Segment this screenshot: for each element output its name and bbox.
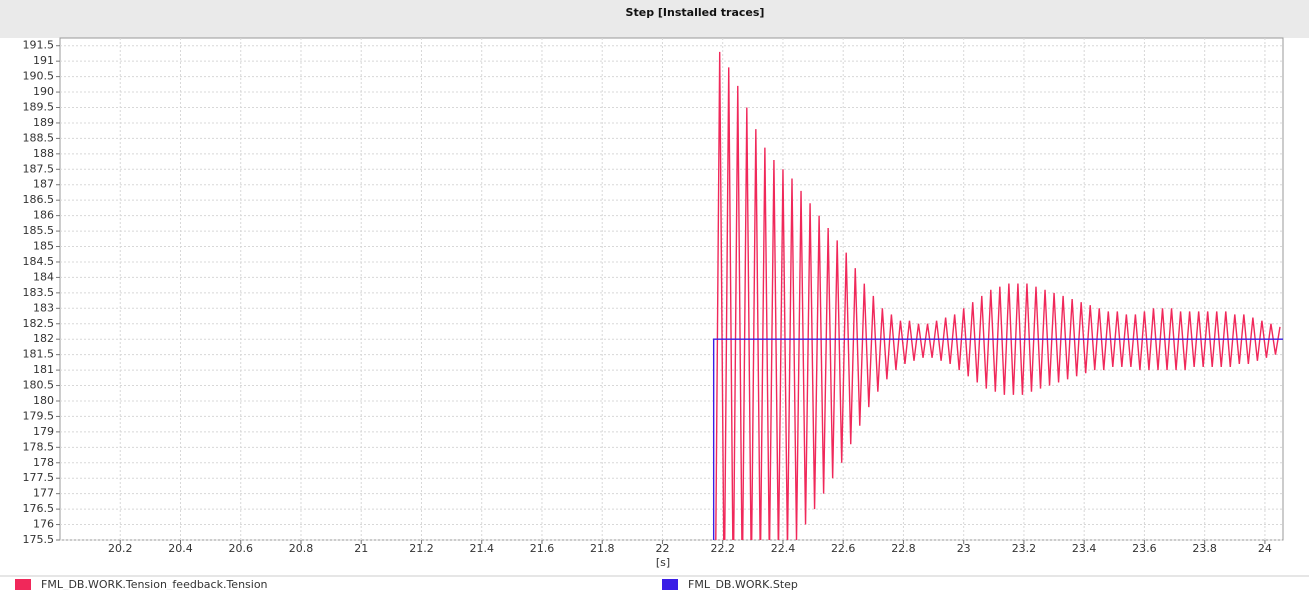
- legend-label: FML_DB.WORK.Tension_feedback.Tension: [41, 578, 268, 590]
- x-tick-label: 22.2: [710, 542, 735, 555]
- x-axis-label: [s]: [656, 556, 670, 569]
- x-tick-label: 23.2: [1012, 542, 1037, 555]
- x-tick-label: 20.8: [289, 542, 314, 555]
- y-tick-label: 189.5: [23, 101, 55, 114]
- legend-label: FML_DB.WORK.Step: [688, 578, 798, 590]
- y-tick-label: 182: [33, 332, 54, 345]
- y-tick-label: 178.5: [23, 440, 55, 453]
- y-tick-label: 188: [33, 147, 54, 160]
- plot-area: [59, 37, 1284, 541]
- x-tick-label: 23.6: [1132, 542, 1157, 555]
- x-tick-label: 22: [655, 542, 669, 555]
- x-tick-label: 22.8: [891, 542, 916, 555]
- y-tick-label: 182.5: [23, 317, 55, 330]
- x-tick-label: 23.8: [1192, 542, 1217, 555]
- y-tick-label: 190.5: [23, 70, 55, 83]
- y-tick-label: 185.5: [23, 224, 55, 237]
- y-tick-label: 176.5: [23, 502, 55, 515]
- y-tick-label: 180.5: [23, 379, 55, 392]
- x-tick-label: 21.8: [590, 542, 615, 555]
- x-tick-label: 21.2: [409, 542, 434, 555]
- trace-line: [712, 338, 1283, 540]
- y-tick-label: 180: [33, 394, 54, 407]
- x-tick-label: 21.4: [469, 542, 494, 555]
- y-tick-label: 185: [33, 240, 54, 253]
- x-tick-label: 21: [354, 542, 368, 555]
- x-tick-label: 20.4: [168, 542, 193, 555]
- legend-swatch: [15, 579, 31, 590]
- x-tick-label: 24: [1258, 542, 1272, 555]
- traces: [712, 51, 1283, 540]
- y-tick-label: 178: [33, 456, 54, 469]
- y-tick-label: 179: [33, 425, 54, 438]
- y-tick-label: 183.5: [23, 286, 55, 299]
- title-bar: [0, 0, 1309, 38]
- y-tick-label: 177: [33, 487, 54, 500]
- y-tick-label: 190: [33, 85, 54, 98]
- y-tick-label: 179.5: [23, 409, 55, 422]
- y-tick-label: 191: [33, 54, 54, 67]
- y-tick-label: 187: [33, 178, 54, 191]
- legend: FML_DB.WORK.Tension_feedback.Tension FML_…: [15, 578, 798, 590]
- x-tick-label: 22.4: [771, 542, 796, 555]
- legend-swatch: [662, 579, 678, 590]
- y-tick-label: 183: [33, 301, 54, 314]
- y-tick-label: 187.5: [23, 162, 55, 175]
- y-tick-label: 184.5: [23, 255, 55, 268]
- y-tick-label: 186.5: [23, 193, 55, 206]
- x-tick-label: 20.6: [228, 542, 253, 555]
- x-tick-label: 20.2: [108, 542, 133, 555]
- y-tick-label: 186: [33, 209, 54, 222]
- y-tick-label: 176: [33, 518, 54, 531]
- y-tick-label: 181.5: [23, 348, 55, 361]
- x-tick-label: 21.6: [530, 542, 555, 555]
- y-tick-label: 189: [33, 116, 54, 129]
- chart-title: Step [Installed traces]: [626, 6, 765, 19]
- x-tick-label: 23.4: [1072, 542, 1097, 555]
- y-tick-label: 175.5: [23, 533, 55, 546]
- y-tick-label: 188.5: [23, 131, 55, 144]
- grid: [56, 38, 1283, 544]
- x-tick-label: 22.6: [831, 542, 856, 555]
- y-tick-label: 177.5: [23, 471, 55, 484]
- x-tick-label: 23: [957, 542, 971, 555]
- y-tick-label: 184: [33, 270, 54, 283]
- y-tick-label: 191.5: [23, 39, 55, 52]
- y-tick-label: 181: [33, 363, 54, 376]
